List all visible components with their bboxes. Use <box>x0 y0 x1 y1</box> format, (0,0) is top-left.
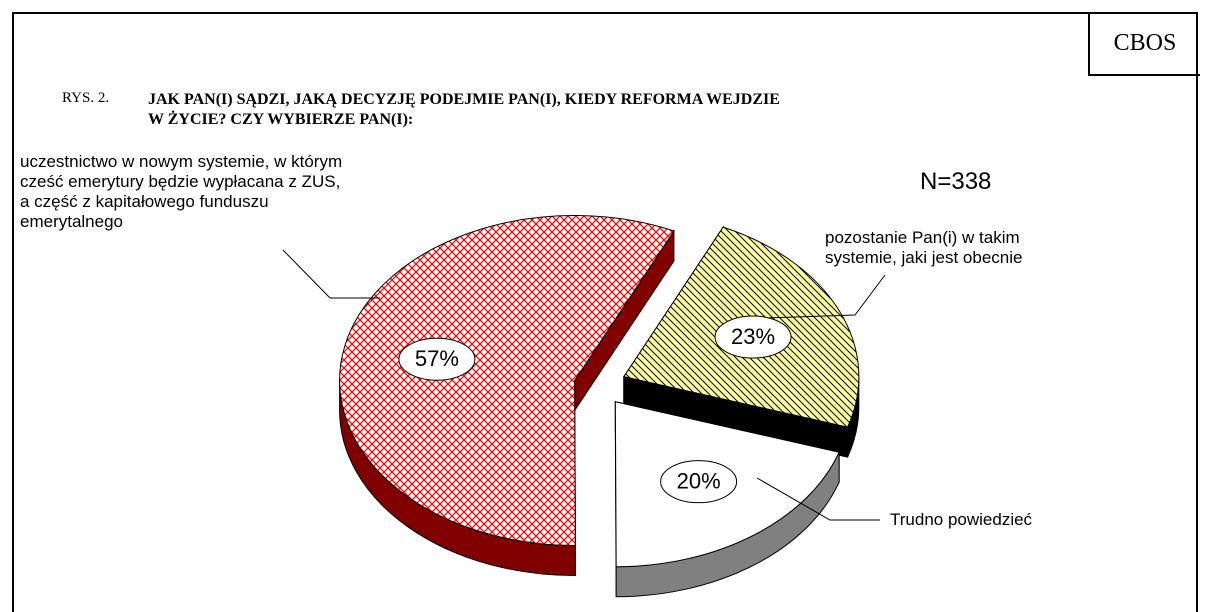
value-label: 23% <box>731 324 775 349</box>
slice <box>339 215 675 547</box>
annotation: N=338 <box>920 168 992 195</box>
callout-line <box>282 249 380 299</box>
value-labels: 23% 57% 20% <box>398 315 792 504</box>
chart-title: JAK PAN(I) SĄDZI, JAKĄ DECYZJĘ PODEJMIE … <box>148 91 780 128</box>
source: CBOS <box>1088 12 1200 76</box>
slice-label: uczestnictwo w nowym systemie, w którym … <box>20 152 343 231</box>
frame <box>12 12 1198 612</box>
slice-label: pozostanie Pan(i) w takim systemie, jaki… <box>825 228 1023 267</box>
value-label-bg <box>714 315 792 359</box>
value-label-bg <box>398 337 476 381</box>
pie <box>339 215 860 598</box>
figure-label: RYS. 2. <box>62 90 110 106</box>
callout-line <box>764 274 886 319</box>
value-label: 20% <box>677 468 721 493</box>
value-label-bg <box>660 460 738 504</box>
value-label: 57% <box>415 346 459 371</box>
slice-label: Trudno powiedzieć <box>890 510 1033 529</box>
callout-line <box>756 477 880 521</box>
